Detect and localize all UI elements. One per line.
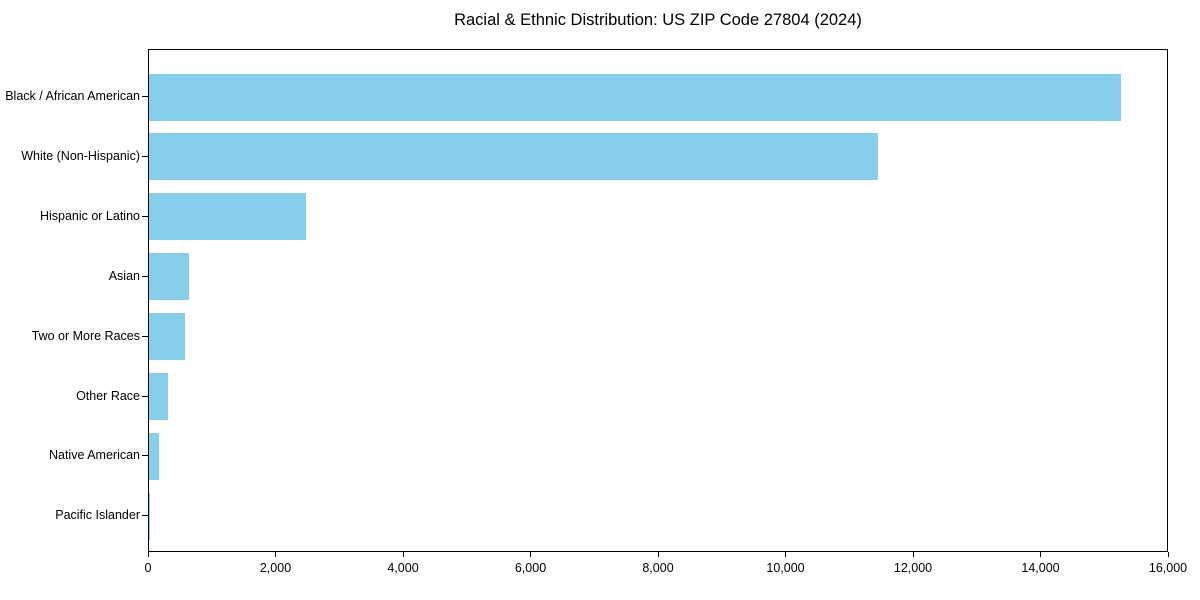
x-tick-label-2000: 2,000	[259, 561, 292, 575]
x-tick-10000	[785, 552, 786, 557]
x-tick-label-8000: 8,000	[642, 561, 674, 575]
x-tick-4000	[402, 552, 404, 557]
x-tick-label-16000: 16,000	[1148, 561, 1188, 575]
bar-pacific-islander	[149, 492, 150, 540]
x-tick-label-0: 0	[144, 561, 152, 575]
y-tick-white-non-hispanic	[142, 155, 148, 157]
x-tick-label-14000: 14,000	[1021, 561, 1060, 575]
x-tick-12000	[912, 552, 914, 557]
x-tick-label-6000: 6,000	[514, 561, 547, 575]
y-tick-other-race	[142, 395, 148, 397]
y-tick-two-or-more-races	[142, 335, 148, 337]
bar-native-american	[149, 432, 159, 480]
y-label-other-race: Other Race	[76, 388, 140, 403]
bar-white-non-hispanic	[149, 133, 878, 181]
bar-black-african-american	[149, 73, 1121, 121]
bar-asian	[149, 253, 189, 301]
bar-two-or-more-races	[149, 313, 185, 361]
x-tick-2000	[275, 552, 276, 557]
y-tick-black-african-american	[142, 96, 148, 97]
y-label-white-non-hispanic: White (Non-Hispanic)	[21, 148, 140, 163]
y-tick-asian	[142, 275, 148, 277]
y-tick-hispanic-or-latino	[142, 215, 148, 217]
y-label-black-african-american: Black / African American	[5, 89, 140, 103]
y-label-asian: Asian	[108, 268, 140, 283]
bar-hispanic-or-latino	[149, 193, 306, 241]
y-label-pacific-islander: Pacific Islander	[55, 508, 140, 523]
x-tick-16000	[1167, 552, 1169, 557]
x-tick-label-10000: 10,000	[766, 561, 805, 575]
x-tick-label-12000: 12,000	[893, 561, 933, 575]
bar-other-race	[149, 373, 169, 420]
x-tick-8000	[657, 552, 659, 557]
y-label-native-american: Native American	[48, 448, 140, 463]
y-label-hispanic-or-latino: Hispanic or Latino	[39, 208, 140, 223]
plot-area	[148, 49, 1168, 552]
x-tick-label-4000: 4,000	[387, 561, 419, 575]
x-tick-14000	[1040, 552, 1041, 557]
y-tick-pacific-islander	[142, 515, 148, 517]
x-tick-0	[147, 552, 149, 557]
x-tick-6000	[530, 552, 531, 557]
chart-title: Racial & Ethnic Distribution: US ZIP Cod…	[454, 11, 862, 29]
y-label-two-or-more-races: Two or More Races	[31, 328, 140, 343]
y-tick-native-american	[142, 455, 148, 457]
